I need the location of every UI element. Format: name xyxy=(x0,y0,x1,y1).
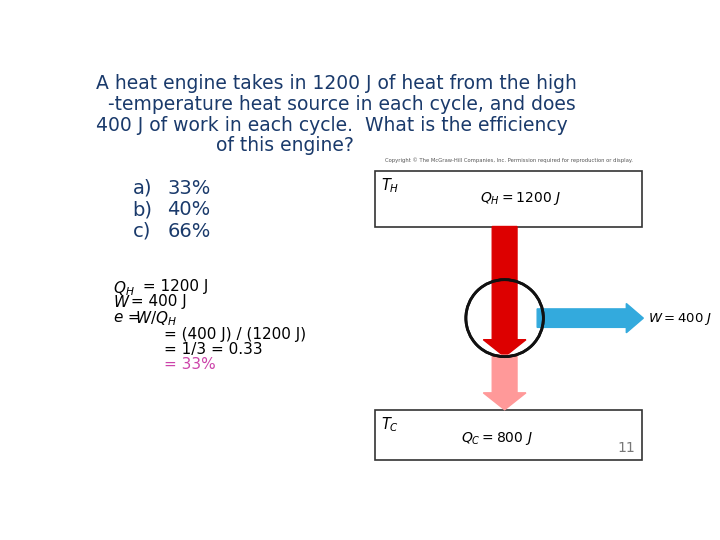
Text: -temperature heat source in each cycle, and does: -temperature heat source in each cycle, … xyxy=(96,95,576,114)
Text: 33%: 33% xyxy=(168,179,211,198)
Text: c): c) xyxy=(132,222,151,241)
Text: $T_C$: $T_C$ xyxy=(381,415,399,434)
Text: 40%: 40% xyxy=(168,200,211,219)
Text: $W / Q_H$: $W / Q_H$ xyxy=(135,309,177,328)
Text: = 33%: = 33% xyxy=(163,357,215,373)
Bar xyxy=(375,410,642,460)
Text: A heat engine takes in 1200 J of heat from the high: A heat engine takes in 1200 J of heat fr… xyxy=(96,74,577,93)
FancyArrow shape xyxy=(483,226,526,356)
FancyArrow shape xyxy=(537,303,644,333)
Text: b): b) xyxy=(132,200,153,219)
Text: 400 J of work in each cycle.  What is the efficiency: 400 J of work in each cycle. What is the… xyxy=(96,116,568,134)
Text: 11: 11 xyxy=(618,441,636,455)
Text: 66%: 66% xyxy=(168,222,211,241)
Text: = (400 J) / (1200 J): = (400 J) / (1200 J) xyxy=(163,327,306,342)
Text: $W = 400\ J$: $W = 400\ J$ xyxy=(648,311,713,327)
FancyArrow shape xyxy=(483,355,526,410)
Text: Copyright © The McGraw-Hill Companies, Inc. Permission required for reproduction: Copyright © The McGraw-Hill Companies, I… xyxy=(384,157,632,163)
Text: $Q_H = 1200\ J$: $Q_H = 1200\ J$ xyxy=(480,190,561,207)
Text: $T_H$: $T_H$ xyxy=(381,177,399,195)
Text: $Q_C = 800\ J$: $Q_C = 800\ J$ xyxy=(461,430,533,447)
Text: of this engine?: of this engine? xyxy=(96,137,354,156)
Text: =: = xyxy=(122,309,145,325)
Text: a): a) xyxy=(132,179,152,198)
Text: = 1/3 = 0.33: = 1/3 = 0.33 xyxy=(163,342,262,357)
Text: $W$: $W$ xyxy=(113,294,131,310)
Text: $e$: $e$ xyxy=(113,309,124,325)
Text: = 1200 J: = 1200 J xyxy=(138,279,208,294)
Bar xyxy=(375,171,642,226)
Text: $Q_H$: $Q_H$ xyxy=(113,279,135,298)
Text: = 400 J: = 400 J xyxy=(126,294,186,309)
